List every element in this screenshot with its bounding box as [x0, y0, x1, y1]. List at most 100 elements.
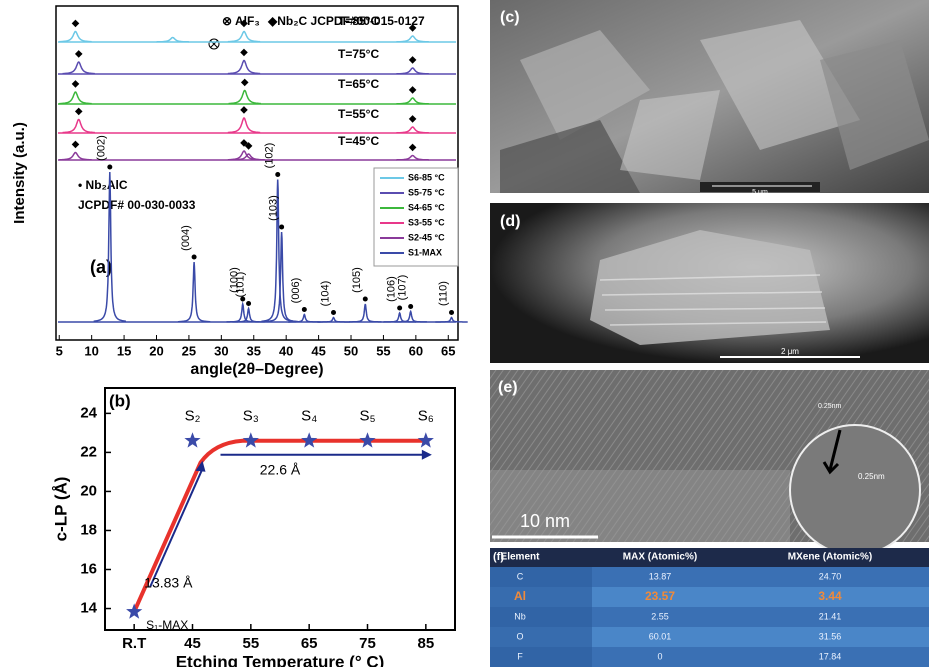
table-cell-text: 13.87	[649, 571, 672, 581]
peak-label: (107)	[397, 275, 409, 301]
x-tick-label: 45	[184, 635, 201, 652]
x-tick-label: 40	[279, 343, 293, 358]
panel-label: (d)	[500, 213, 520, 230]
peak-marker: ◆	[72, 139, 80, 150]
peak-label: (104)	[319, 281, 331, 307]
peak	[317, 316, 350, 323]
table-cell-text: O	[516, 631, 523, 641]
x-tick-label: 15	[117, 343, 131, 358]
peak-marker: ◆	[75, 49, 83, 60]
annotation: 13.83 Å	[144, 575, 193, 591]
peak-label: (100)	[229, 267, 241, 293]
composition-table: (f)Element MAX (Atomic%) MXene (Atomic%) C 1…	[490, 548, 929, 667]
table-cell-text: 17.84	[819, 651, 842, 661]
y-axis-label: c-LP (Å)	[51, 477, 70, 542]
peak	[59, 91, 92, 105]
x-tick-label: 20	[149, 343, 163, 358]
peak	[156, 36, 189, 43]
peak-marker: ◆	[240, 47, 248, 58]
peak-marker: ◆	[240, 138, 248, 149]
peak-marker: ◆	[240, 105, 248, 116]
peak	[227, 117, 261, 134]
x-tick-label: 55	[242, 635, 259, 652]
panel-label: (b)	[109, 391, 131, 410]
arrow	[149, 468, 204, 588]
peak-marker: ◆	[240, 18, 248, 29]
table-cell	[490, 567, 592, 587]
legend-label: S6-85 °C	[408, 172, 445, 182]
table-row	[490, 627, 929, 647]
peak-label: (106)	[386, 276, 398, 302]
temperature-label: T=65°C	[338, 77, 379, 91]
star-point	[184, 432, 201, 448]
peak-dot	[362, 296, 368, 302]
legend-label: S3-55 °C	[408, 217, 445, 227]
peak	[232, 306, 265, 323]
x-axis-label: angle(2θ–Degree)	[190, 361, 323, 378]
legend-text: ⊗ AlF₃	[222, 14, 260, 28]
panel-label: (c)	[500, 9, 520, 26]
peak	[228, 89, 261, 105]
table-header: Element	[501, 552, 541, 563]
x-tick-label: 50	[344, 343, 358, 358]
peak	[383, 311, 416, 323]
peak	[349, 303, 382, 323]
temperature-label: T=75°C	[338, 47, 379, 61]
y-tick-label: 20	[80, 482, 97, 499]
peak-marker: ◆	[72, 18, 80, 29]
x-tick-label: 5	[56, 343, 63, 358]
x-tick-label: 65	[441, 343, 455, 358]
x-tick-label: 35	[247, 343, 261, 358]
peak-label: (101)	[234, 272, 246, 298]
temperature-label: T=85°C	[338, 14, 379, 28]
peak	[59, 30, 92, 43]
peak	[396, 67, 429, 75]
table-row	[490, 647, 929, 667]
table-cell-text: 3.44	[818, 589, 842, 603]
x-tick-label: 60	[409, 343, 423, 358]
peak	[396, 35, 429, 43]
peak-marker: ◆	[409, 142, 417, 153]
peak-dot	[246, 301, 252, 306]
star-point	[359, 432, 376, 448]
legend-label: S1-MAX	[408, 247, 442, 257]
peak-dot	[240, 296, 246, 302]
x-tick-label: 10	[84, 343, 98, 358]
point-label: S₄	[301, 408, 317, 425]
y-tick-label: 18	[80, 521, 97, 538]
peak	[435, 316, 468, 323]
star-point	[126, 603, 143, 619]
legend-box	[373, 167, 459, 267]
peak-dot	[191, 254, 197, 260]
arrow-head	[421, 449, 432, 460]
table-cell-text: 23.57	[645, 589, 675, 603]
table-cell-text: 60.01	[649, 631, 672, 641]
table-row	[490, 587, 929, 607]
x-tick-label: 45	[311, 343, 325, 358]
x-tick-label: 55	[376, 343, 390, 358]
star-point	[301, 432, 318, 448]
point-label: S₃	[243, 408, 259, 425]
peak	[93, 171, 126, 322]
table-cell-text: 2.55	[651, 611, 669, 621]
peak-marker: ◆	[409, 85, 417, 96]
table-cell	[490, 587, 592, 607]
table-header: MXene (Atomic%)	[788, 552, 872, 563]
peak	[227, 59, 261, 75]
spacing-label: 0.25nm	[818, 403, 842, 410]
table-cell-text: Nb	[514, 611, 526, 621]
table-cell-text: 24.70	[819, 571, 842, 581]
table-cell	[490, 627, 592, 647]
trend-curve	[132, 438, 426, 613]
sem-image-c	[490, 0, 929, 193]
x-axis-label: Etching Temperature (° C)	[176, 652, 385, 667]
panel-label: (e)	[498, 379, 518, 396]
peak-marker: ◆	[409, 23, 417, 34]
scale-bar-label: 2 μm	[781, 347, 799, 356]
table-cell	[490, 647, 592, 667]
y-tick-label: 22	[80, 443, 97, 460]
peak-label: (102)	[264, 143, 276, 169]
peak	[288, 313, 321, 323]
temperature-label: T=45°C	[338, 134, 379, 148]
